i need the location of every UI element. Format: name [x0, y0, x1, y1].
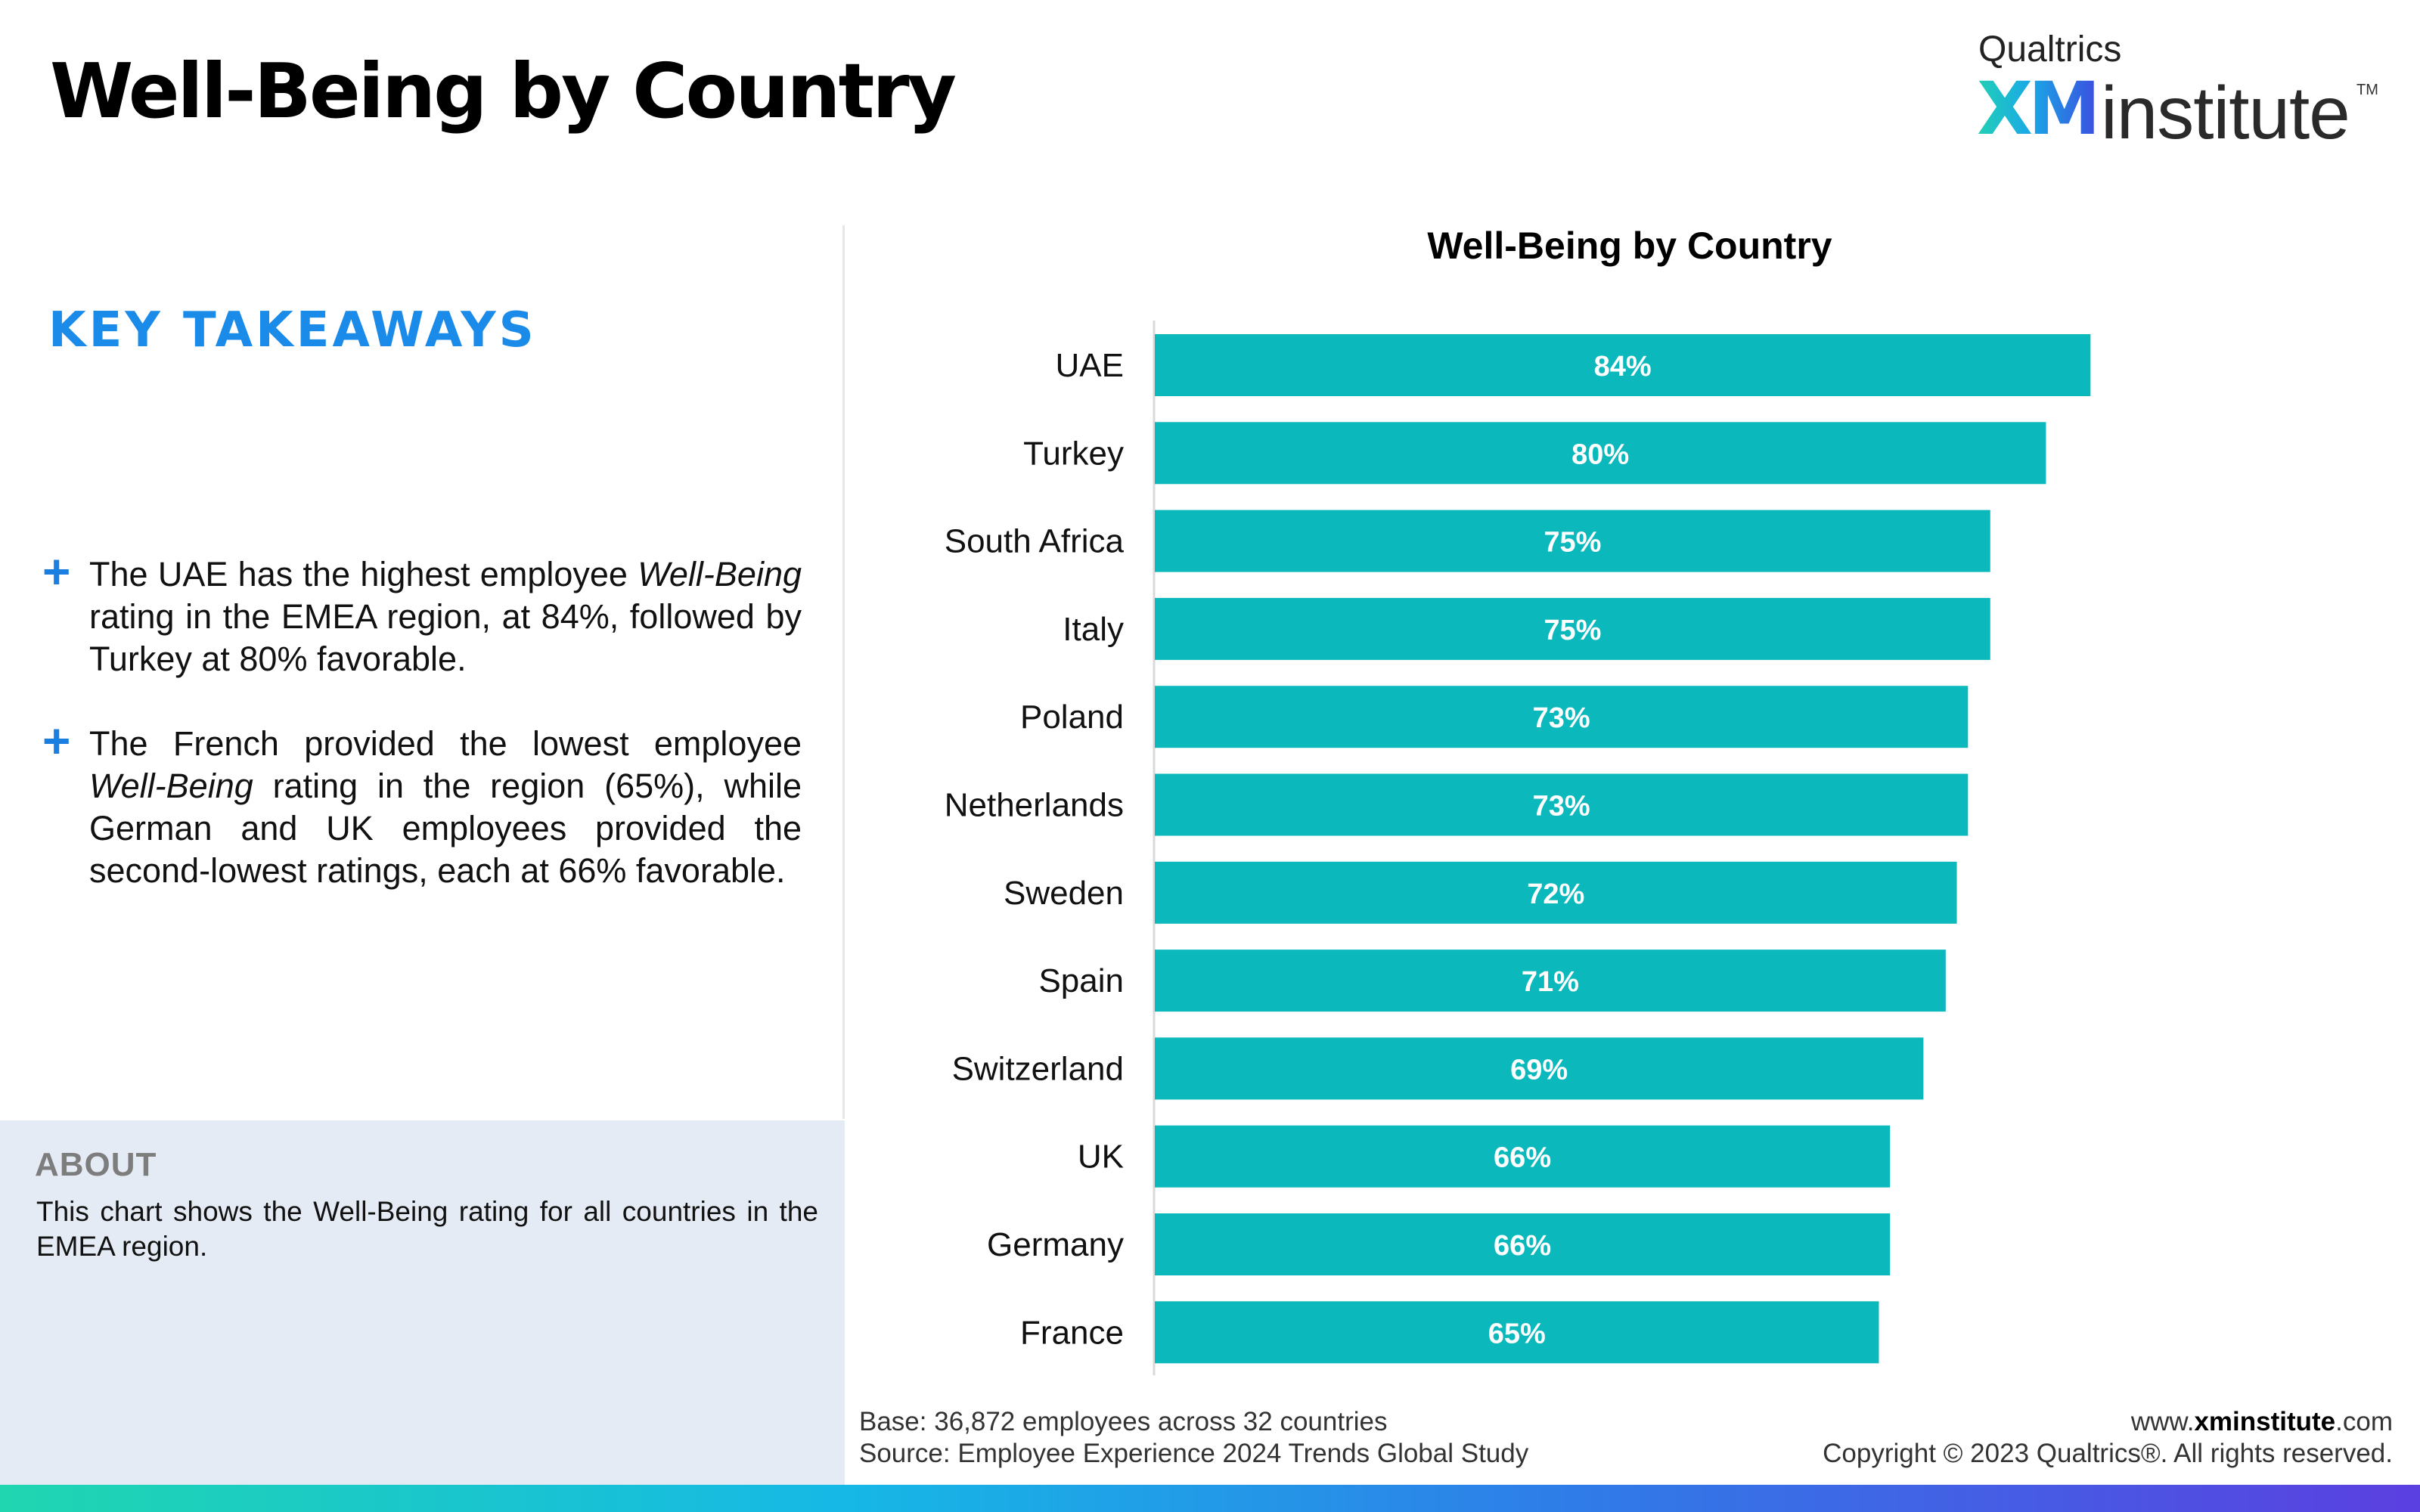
bar-switzerland: [1155, 1037, 1924, 1100]
data-label: 73%: [1533, 702, 1590, 734]
bar-germany: [1155, 1213, 1891, 1275]
logo-trademark: TM: [2356, 82, 2378, 98]
bar-south-africa: [1155, 510, 1990, 572]
data-label: 75%: [1544, 527, 1601, 559]
footer-base-text: Base: 36,872 employees across 32 countri…: [859, 1407, 1388, 1436]
data-label: 71%: [1522, 966, 1579, 998]
bar-netherlands: [1155, 773, 1969, 836]
data-label: 65%: [1488, 1318, 1546, 1349]
category-label: Switzerland: [952, 1050, 1124, 1087]
footer-url[interactable]: www.xminstitute.com: [2130, 1407, 2393, 1436]
data-label: 73%: [1533, 791, 1590, 823]
page-title: Well-Being by Country: [50, 47, 957, 135]
data-label: 80%: [1571, 438, 1629, 470]
xm-institute-logo: Qualtrics XM institute TM: [1977, 29, 2378, 154]
bar-turkey: [1155, 422, 2046, 485]
chart-title: Well-Being by Country: [1427, 225, 1832, 267]
takeaway-text: The UAE has the highest employee Well-Be…: [89, 555, 802, 678]
plus-icon: +: [42, 544, 71, 599]
bar-france: [1155, 1301, 1879, 1364]
footer-copyright-text: Copyright © 2023 Qualtrics®. All rights …: [1823, 1439, 2393, 1468]
category-label: UAE: [1056, 347, 1124, 384]
data-label: 66%: [1494, 1230, 1551, 1262]
plus-icon: +: [42, 714, 71, 768]
data-label: 66%: [1494, 1142, 1551, 1174]
category-label: Sweden: [1004, 875, 1124, 912]
category-label: Turkey: [1023, 435, 1124, 472]
takeaway-item: + The French provided the lowest employe…: [42, 717, 802, 892]
panel-divider: [842, 225, 845, 1119]
bar-uk: [1155, 1125, 1891, 1188]
data-label: 72%: [1527, 878, 1584, 910]
logo-institute-text: institute: [2101, 71, 2350, 154]
logo-xm-text: XM: [1977, 67, 2101, 151]
bar-chart: UAE 84% Turkey 80% South Africa 75% Italy 75% Po…: [945, 321, 2091, 1376]
about-text: This chart shows the Well-Being rating f…: [36, 1196, 818, 1262]
bottom-gradient-bar: [0, 1485, 2420, 1512]
category-label: France: [1020, 1314, 1124, 1351]
logo-qualtrics-text: Qualtrics: [1978, 29, 2122, 70]
category-label: Italy: [1063, 611, 1124, 648]
footer-copyright: www.xminstitute.com Copyright © 2023 Qua…: [1823, 1406, 2393, 1470]
data-label: 75%: [1544, 615, 1601, 646]
takeaway-text: The French provided the lowest employee …: [89, 724, 802, 890]
about-title: ABOUT: [35, 1146, 157, 1183]
footer-source-text: Source: Employee Experience 2024 Trends …: [859, 1439, 1529, 1468]
category-label: Poland: [1020, 699, 1124, 736]
footer-source: Base: 36,872 employees across 32 countri…: [859, 1406, 1528, 1470]
category-label: South Africa: [945, 523, 1125, 560]
bar-spain: [1155, 950, 1946, 1012]
takeaway-item: + The UAE has the highest employee Well-…: [42, 547, 802, 680]
category-label: Germany: [987, 1226, 1124, 1263]
bar-sweden: [1155, 861, 1957, 924]
data-label: 84%: [1594, 351, 1652, 383]
bar-poland: [1155, 686, 1969, 748]
bar-uae: [1155, 334, 2091, 396]
key-takeaways-heading: KEY TAKEAWAYS: [48, 302, 537, 358]
category-label: Netherlands: [945, 787, 1124, 824]
bar-italy: [1155, 597, 1990, 660]
category-label: Spain: [1038, 962, 1124, 999]
data-label: 69%: [1510, 1054, 1568, 1086]
about-panel: [0, 1120, 845, 1485]
category-label: UK: [1078, 1139, 1124, 1176]
